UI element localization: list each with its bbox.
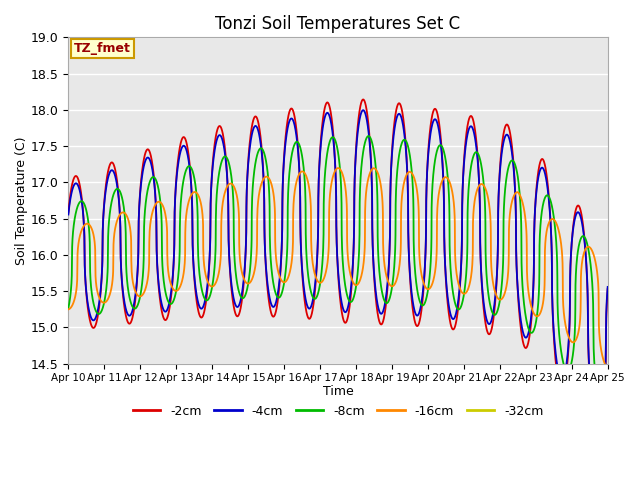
Y-axis label: Soil Temperature (C): Soil Temperature (C) <box>15 136 28 265</box>
Title: Tonzi Soil Temperatures Set C: Tonzi Soil Temperatures Set C <box>216 15 461 33</box>
Text: TZ_fmet: TZ_fmet <box>74 42 131 55</box>
Legend: -2cm, -4cm, -8cm, -16cm, -32cm: -2cm, -4cm, -8cm, -16cm, -32cm <box>127 400 548 423</box>
X-axis label: Time: Time <box>323 385 353 398</box>
